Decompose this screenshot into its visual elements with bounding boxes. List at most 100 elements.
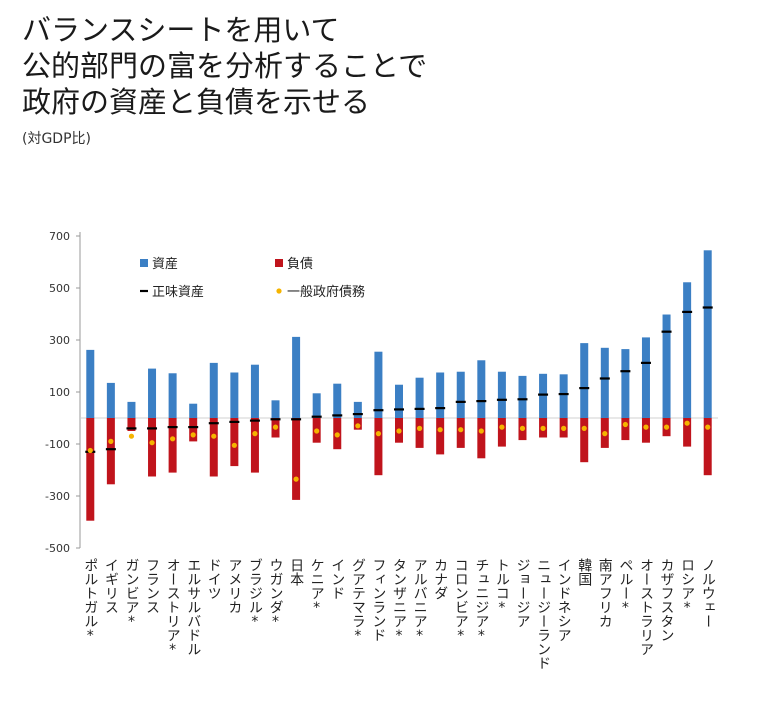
x-tick-label: ドイツ — [206, 558, 222, 600]
asset-bar — [292, 336, 301, 418]
title-line-1: バランスシートを用いて — [22, 13, 340, 47]
asset-bar — [641, 337, 650, 418]
x-tick-label: イギリス — [103, 558, 119, 614]
liability-bar — [86, 418, 95, 521]
asset-bar — [250, 364, 259, 418]
liability-bar — [436, 418, 445, 455]
x-tick-label: オーストリア* — [165, 558, 181, 658]
legend-swatch — [276, 288, 282, 294]
asset-bar — [353, 401, 362, 418]
x-tick-label: タンザニア* — [391, 558, 407, 644]
asset-bar — [395, 384, 403, 418]
government-debt-marker — [108, 438, 114, 444]
legend-item: 負債 — [275, 257, 313, 272]
asset-bar — [230, 372, 239, 418]
x-tick-label: 南アフリカ — [597, 558, 613, 628]
asset-bar — [456, 371, 465, 418]
x-tick-label: ロシア* — [679, 558, 695, 616]
x-tick-label: 日本 — [288, 558, 304, 586]
x-tick-label: コロンビア* — [453, 558, 469, 644]
government-debt-marker — [519, 425, 526, 431]
government-debt-marker — [437, 427, 443, 433]
government-debt-marker — [458, 427, 464, 433]
liability-bar — [641, 418, 650, 443]
x-tick-label: ノルウェー — [700, 558, 716, 628]
government-debt-marker — [355, 423, 361, 429]
asset-bar — [580, 343, 589, 418]
liability-bar — [580, 418, 589, 463]
legend-swatch — [140, 259, 148, 267]
liability-bar — [703, 418, 712, 476]
government-debt-marker — [149, 440, 155, 446]
asset-bar — [477, 360, 486, 418]
asset-bar — [189, 403, 198, 418]
legend-label: 負債 — [287, 257, 313, 272]
x-tick-label: フランス — [144, 558, 160, 614]
liability-bar — [127, 418, 136, 431]
x-tick-label: インドネシア — [556, 558, 572, 642]
government-debt-marker — [581, 425, 587, 431]
government-debt-marker — [252, 431, 258, 437]
x-tick-label: フィンランド — [370, 558, 386, 642]
liability-bar — [209, 418, 218, 477]
government-debt-marker — [293, 476, 299, 482]
legend-label: 資産 — [152, 256, 178, 272]
x-tick-label: トルコ* — [494, 558, 510, 616]
y-tick-label: 100 — [49, 386, 70, 399]
government-debt-marker — [128, 433, 135, 439]
x-tick-label: ウガンダ* — [268, 558, 284, 630]
x-tick-label: エルサルバドル — [185, 558, 201, 656]
liability-bar — [230, 418, 239, 467]
government-debt-marker — [663, 424, 670, 430]
asset-bar — [559, 374, 568, 418]
legend-label: 一般政府債務 — [287, 284, 365, 300]
x-tick-label: カザフスタン — [659, 558, 675, 642]
government-debt-marker — [561, 425, 567, 431]
liability-bar — [683, 418, 692, 447]
government-debt-marker — [87, 447, 93, 454]
legend-item: 資産 — [140, 256, 178, 272]
y-tick-label: -300 — [45, 490, 70, 503]
x-tick-label: アメリカ — [226, 558, 242, 614]
x-tick-label: インド — [329, 558, 345, 600]
liability-bar — [148, 418, 157, 477]
government-debt-marker — [375, 431, 382, 437]
liability-bar — [415, 418, 424, 448]
asset-bar — [539, 373, 548, 418]
liability-bar — [250, 418, 259, 473]
liability-bar — [456, 418, 465, 448]
y-tick-label: -100 — [45, 438, 70, 451]
legend-swatch — [275, 259, 283, 267]
asset-bar — [127, 401, 136, 418]
asset-bar — [106, 382, 115, 418]
chart-subtitle: (対GDP比) — [22, 131, 91, 147]
asset-bar — [600, 347, 609, 418]
asset-bar — [271, 400, 280, 418]
y-tick-label: -500 — [45, 542, 70, 555]
x-tick-label: ニュージーランド — [535, 558, 551, 670]
x-tick-label: ジョージア — [514, 558, 530, 628]
liability-bar — [374, 418, 383, 476]
asset-bar — [415, 377, 424, 418]
y-tick-label: 700 — [49, 230, 70, 243]
liability-bar — [497, 418, 506, 447]
government-debt-marker — [190, 432, 196, 438]
x-tick-label: オーストラリア — [638, 558, 654, 656]
x-tick-label: グアテマラ* — [350, 558, 366, 644]
asset-bar — [497, 371, 506, 418]
legend-item: 一般政府債務 — [276, 284, 365, 300]
liability-bar — [106, 418, 115, 485]
asset-bar — [86, 349, 95, 418]
government-debt-marker — [314, 428, 320, 434]
x-tick-label: ケニア* — [309, 558, 325, 616]
chart-title: バランスシートを用いて 公的部門の富を分析することで 政府の資産と負債を示せる — [22, 12, 427, 120]
x-tick-label: ガンビア* — [123, 558, 139, 630]
government-debt-marker — [540, 425, 546, 431]
government-debt-marker — [499, 424, 505, 430]
liability-bar — [621, 418, 630, 441]
government-debt-marker — [170, 436, 176, 442]
liability-bar — [189, 418, 198, 442]
liability-bar — [168, 418, 177, 473]
government-debt-marker — [272, 424, 279, 430]
